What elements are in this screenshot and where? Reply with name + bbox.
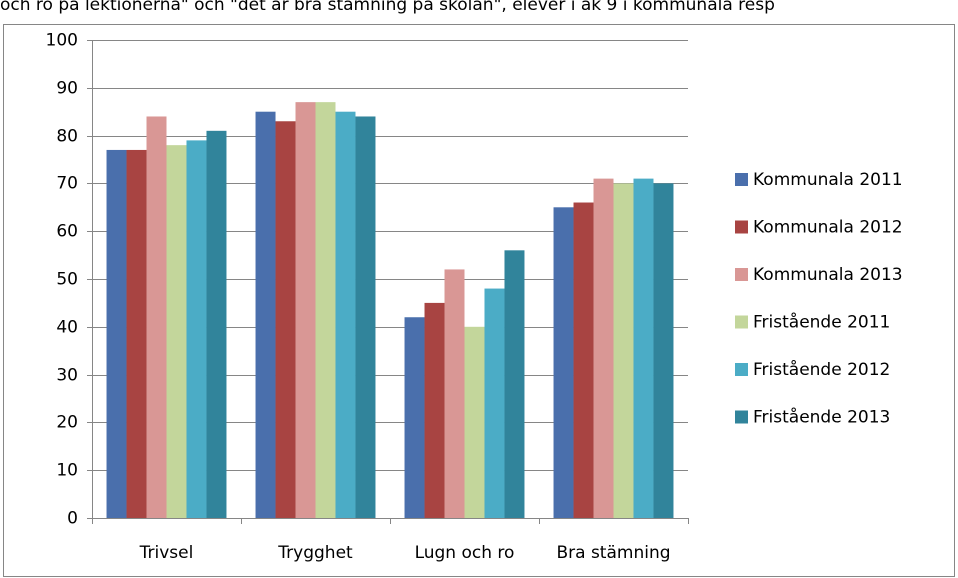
y-tick-label: 30	[56, 366, 78, 386]
legend-label: Kommunala 2013	[753, 265, 903, 285]
y-tick-label: 90	[56, 79, 78, 99]
y-tick-label: 0	[67, 509, 78, 529]
legend-swatch	[735, 173, 748, 186]
legend-label: Kommunala 2011	[753, 170, 903, 190]
legend-swatch	[735, 363, 748, 376]
bar	[355, 116, 376, 518]
y-tick-label: 10	[56, 461, 78, 481]
bar	[504, 250, 525, 518]
bar	[424, 302, 445, 518]
legend-label: Fristående 2011	[753, 312, 890, 333]
bar	[633, 178, 654, 518]
y-tick-label: 50	[56, 270, 78, 290]
y-tick-label: 20	[56, 413, 78, 433]
x-tick-label: Bra stämning	[556, 543, 670, 563]
y-tick-label: 70	[56, 174, 78, 194]
bar	[206, 130, 227, 518]
bar	[335, 111, 356, 518]
legend-label: Fristående 2013	[753, 407, 890, 428]
legend-swatch	[735, 315, 748, 329]
x-tick-label: Trivsel	[139, 543, 194, 563]
bar	[126, 149, 147, 518]
legend-swatch	[735, 410, 748, 424]
bar	[295, 102, 316, 518]
chart-title: och ro på lektionerna" och "det är bra s…	[0, 0, 775, 15]
bar	[186, 140, 207, 518]
bar	[553, 207, 574, 519]
bar	[404, 317, 425, 518]
bar	[593, 178, 614, 518]
bar	[444, 269, 465, 518]
bar	[653, 183, 674, 518]
bar	[106, 149, 127, 518]
chart-frame	[3, 24, 955, 577]
legend-label: Kommunala 2012	[753, 218, 903, 238]
y-tick-label: 40	[56, 318, 78, 338]
y-tick-label: 80	[56, 127, 78, 147]
bar	[573, 202, 594, 518]
bar	[613, 183, 634, 518]
bar	[166, 145, 187, 518]
x-tick-label: Lugn och ro	[415, 543, 515, 563]
legend-label: Fristående 2012	[753, 359, 890, 380]
legend-swatch	[735, 220, 748, 234]
legend-swatch	[735, 268, 748, 281]
x-tick-label: Trygghet	[277, 543, 353, 563]
y-tick-label: 60	[56, 222, 78, 242]
bar	[484, 288, 505, 518]
bar	[255, 111, 276, 518]
bar	[464, 326, 485, 518]
y-tick-label: 100	[46, 31, 78, 51]
bar	[315, 102, 336, 518]
bar	[146, 116, 167, 518]
bar	[275, 121, 296, 518]
